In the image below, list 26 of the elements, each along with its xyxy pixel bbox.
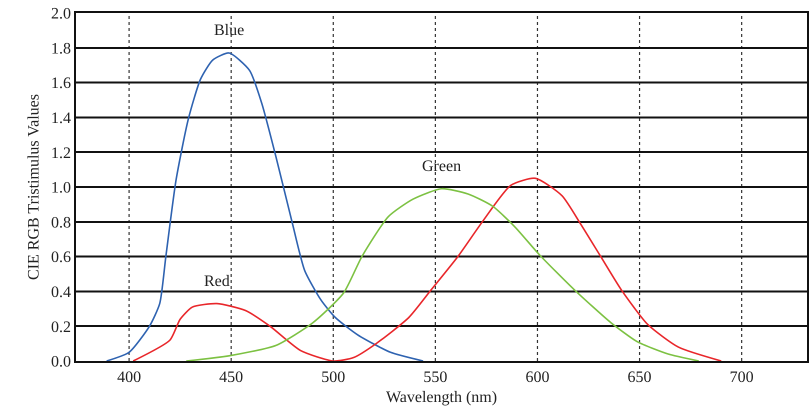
y-tick-label: 1.2 — [51, 144, 72, 162]
y-tick-label: 0.0 — [51, 354, 72, 371]
annotation: Green — [422, 158, 462, 175]
y-tick-label: 0.8 — [51, 214, 72, 232]
x-tick-label: 500 — [321, 368, 346, 386]
line-series — [106, 52, 424, 361]
y-tick-label: 0.4 — [51, 284, 72, 301]
annotation: Blue — [214, 22, 244, 39]
y-tick-label: 0.6 — [51, 249, 72, 266]
annotation: Red — [204, 273, 230, 290]
y-axis-title: CIE RGB Tristimulus Values — [25, 94, 42, 280]
x-tick-label: 550 — [423, 368, 448, 386]
x-tick-label: 650 — [628, 368, 652, 386]
x-tick-label: 700 — [730, 368, 754, 386]
line-series — [185, 188, 700, 361]
x-tick-label: 600 — [525, 368, 550, 386]
y-tick-label: 2.0 — [51, 6, 72, 23]
y-tick-label: 1.6 — [51, 75, 72, 92]
x-tick-label: 450 — [219, 368, 244, 386]
y-tick-label: 1.0 — [51, 180, 72, 197]
line-series — [132, 178, 722, 361]
x-tick-label: 400 — [117, 368, 142, 386]
x-axis-title: Wavelength (nm) — [386, 389, 498, 406]
y-tick-label: 1.8 — [51, 40, 72, 58]
y-tick-label: 1.4 — [51, 110, 72, 127]
y-tick-label: 0.2 — [51, 318, 72, 336]
